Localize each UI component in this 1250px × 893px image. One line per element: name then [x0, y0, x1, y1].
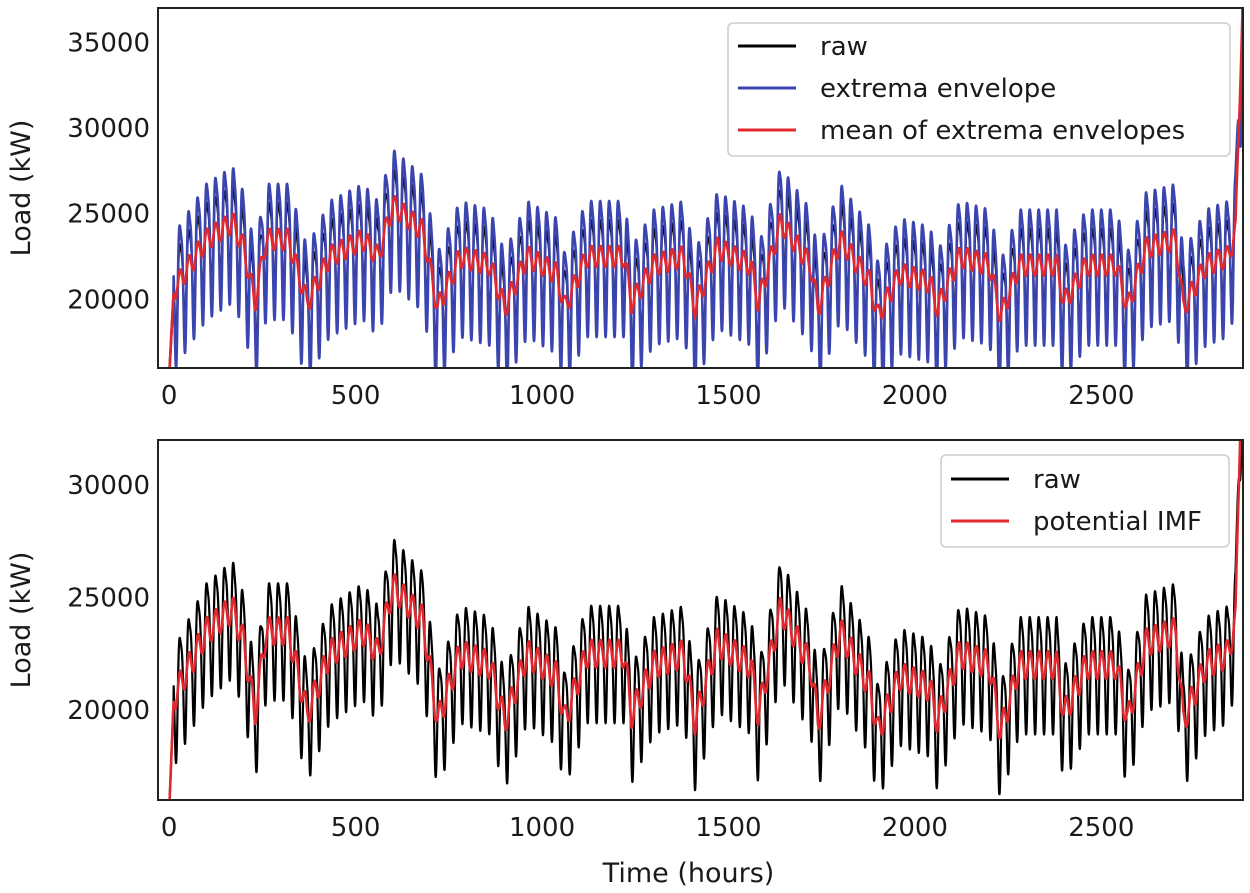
- axes-frame: [157, 439, 1244, 801]
- series-line-extrema-envelope: [168, 8, 1243, 368]
- legend-entry: raw: [820, 32, 868, 62]
- legend-entry: mean of extrema envelopes: [820, 116, 1185, 146]
- y-tick-label: 20000: [67, 696, 150, 726]
- y-tick-label: 30000: [67, 471, 150, 501]
- y-axis-label: Load (kW): [6, 120, 37, 257]
- x-tick-label: 0: [161, 813, 178, 843]
- x-tick-label: 1000: [509, 813, 575, 843]
- legend: raw potential IMF: [940, 454, 1230, 548]
- plot-area: [168, 8, 1243, 368]
- y-axis-label: Load (kW): [6, 552, 37, 689]
- y-tick-label: 20000: [67, 285, 150, 315]
- series-line-mean-of-extrema-envelopes: [168, 8, 1243, 368]
- bottom-panel: 0 500 1000 1500 2000 2500 20000 25000 30000 Load …: [6, 439, 1244, 889]
- x-tick-label: 0: [161, 381, 178, 411]
- x-tick-label: 2000: [882, 813, 948, 843]
- y-tick-label: 25000: [67, 200, 150, 230]
- x-tick-label: 500: [331, 381, 381, 411]
- plot-area: [168, 440, 1243, 800]
- legend-entry: potential IMF: [1033, 507, 1202, 537]
- legend-entry: extrema envelope: [820, 74, 1056, 104]
- x-tick-label: 1500: [695, 381, 761, 411]
- x-tick-label: 2000: [882, 381, 948, 411]
- y-tick-label: 25000: [67, 584, 150, 614]
- legend-box: [940, 454, 1230, 548]
- y-tick-label: 30000: [67, 114, 150, 144]
- x-axis-label: Time (hours): [602, 858, 775, 889]
- legend-box: [727, 22, 1231, 157]
- x-tick-label: 2500: [1068, 813, 1134, 843]
- series-line-raw: [168, 440, 1243, 800]
- series-line-potential-imf: [168, 440, 1242, 800]
- axes-frame: [157, 7, 1244, 369]
- x-tick-label: 2500: [1068, 381, 1134, 411]
- x-tick-label: 500: [331, 813, 381, 843]
- x-tick-label: 1000: [509, 381, 575, 411]
- x-tick-label: 1500: [695, 813, 761, 843]
- top-panel: 0 500 1000 1500 2000 2500 20000 25000 30000 35000…: [6, 7, 1244, 411]
- y-tick-label: 35000: [67, 28, 150, 58]
- legend: raw extrema envelope mean of extrema envel…: [727, 22, 1231, 157]
- legend-entry: raw: [1033, 465, 1081, 495]
